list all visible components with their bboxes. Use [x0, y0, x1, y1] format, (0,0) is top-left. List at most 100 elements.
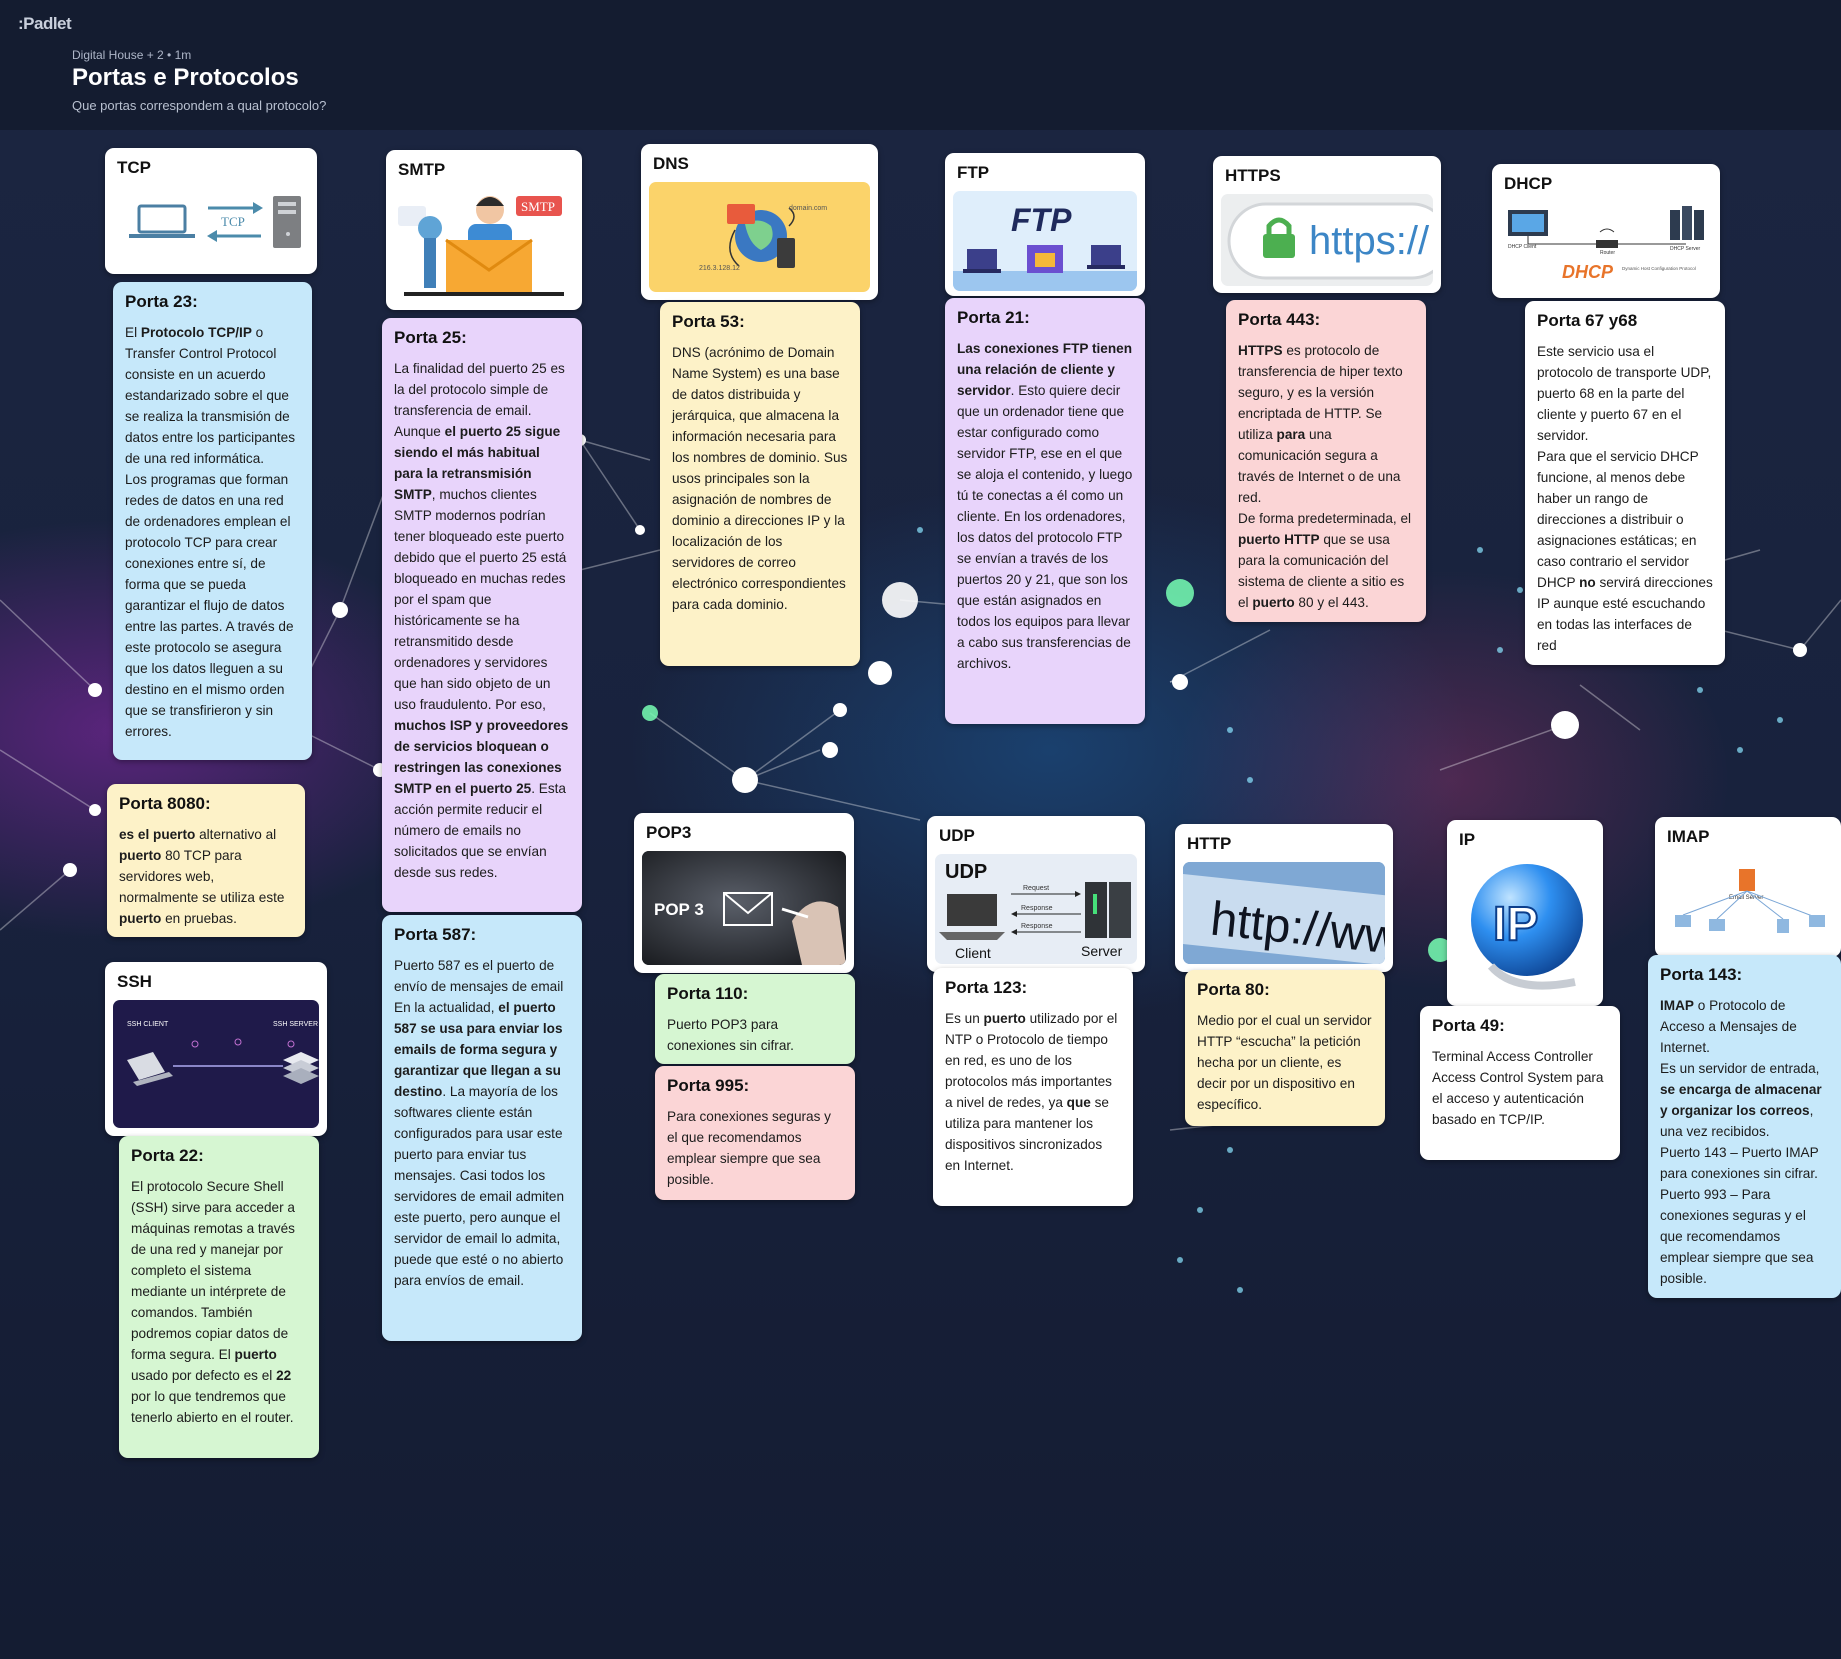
post-porta-23[interactable]: Porta 23: El Protocolo TCP/IP o Transfer…: [113, 282, 312, 760]
text: o Transfer Control Protocol consiste en …: [125, 325, 296, 466]
post-title: HTTP: [1187, 834, 1232, 853]
ftp-image: FTP: [953, 191, 1137, 291]
dhcp-image-sublabel: Dynamic Host Configuration Protocol: [1622, 266, 1696, 271]
text: Para que el servicio DHCP funcione, al m…: [1537, 449, 1699, 590]
text: alternativo al: [195, 827, 277, 842]
text: Puerto 993 – Para conexiones seguras y e…: [1660, 1187, 1814, 1286]
post-title: Porta 587:: [394, 925, 477, 944]
text-bold: puerto: [983, 1011, 1026, 1026]
board-meta: Digital House + 2 • 1m: [72, 48, 192, 62]
text: es protocolo de transferencia de hiper t…: [1238, 343, 1403, 442]
post-dns[interactable]: DNS domain.com 216.3.128.12: [641, 144, 878, 300]
http-image: http://www: [1183, 862, 1385, 964]
post-imap[interactable]: IMAP Email Server: [1655, 817, 1841, 957]
text: por lo que tendremos que tenerlo abierto…: [131, 1389, 294, 1425]
post-body: Medio por el cual un servidor HTTP “escu…: [1197, 1010, 1373, 1115]
text: Para conexiones seguras y el que recomen…: [667, 1109, 831, 1187]
post-body: El protocolo Secure Shell (SSH) sirve pa…: [131, 1176, 307, 1428]
dhcp-server-label: DHCP Server: [1670, 246, 1701, 252]
post-udp[interactable]: UDP UDP Request Response Response Client…: [927, 816, 1145, 972]
dhcp-client-label: DHCP Client: [1508, 244, 1537, 250]
udp-server-label: Server: [1081, 943, 1123, 959]
text-bold: es el puerto: [119, 827, 196, 842]
post-pop3[interactable]: POP3 POP 3: [634, 813, 854, 973]
post-smtp[interactable]: SMTP SMTP: [386, 150, 582, 310]
text-bold: puerto: [1252, 595, 1295, 610]
dns-image: domain.com 216.3.128.12: [649, 182, 870, 292]
udp-response-label-1: Response: [1021, 905, 1053, 912]
dhcp-image-label: DHCP: [1562, 262, 1614, 282]
text: El protocolo Secure Shell (SSH) sirve pa…: [131, 1179, 295, 1362]
post-porta-53[interactable]: Porta 53: DNS (acrónimo de Domain Name S…: [660, 302, 860, 666]
post-tcp[interactable]: TCP TCP: [105, 148, 317, 274]
post-dhcp[interactable]: DHCP DHCP Client DHCP Server Router DHCP…: [1492, 164, 1720, 298]
board-header: :Padlet Digital House + 2 • 1m Portas e …: [0, 0, 1841, 130]
dns-image-domain: domain.com: [789, 205, 827, 212]
post-title: SMTP: [398, 160, 446, 179]
tcp-image: TCP: [113, 186, 309, 260]
dns-image-ip: 216.3.128.12: [699, 265, 740, 272]
padlet-logo[interactable]: :Padlet: [18, 14, 72, 33]
text: Los programas que forman redes de datos …: [125, 472, 294, 739]
text: Puerto 143 – Puerto IMAP para conexiones…: [1660, 1145, 1819, 1181]
ssh-client-label: SSH CLIENT: [127, 1021, 169, 1028]
post-porta-21[interactable]: Porta 21: Las conexiones FTP tienen una …: [945, 298, 1145, 724]
post-porta-123[interactable]: Porta 123: Es un puerto utilizado por el…: [933, 968, 1133, 1206]
post-ssh[interactable]: SSH SSH CLIENT SSH SERVER: [105, 962, 327, 1136]
post-ip[interactable]: IP IP: [1447, 820, 1603, 1006]
text-bold: puerto: [119, 848, 162, 863]
post-title: Porta 67 y68: [1537, 311, 1638, 330]
post-body: Puerto POP3 para conexiones sin cifrar.: [667, 1014, 843, 1056]
https-image: https://: [1221, 194, 1433, 286]
post-title: IMAP: [1667, 827, 1710, 846]
text-bold: muchos ISP y proveedores de servicios bl…: [394, 718, 569, 796]
post-porta-8080[interactable]: Porta 8080: es el puerto alternativo al …: [107, 784, 305, 937]
post-https[interactable]: HTTPS https://: [1213, 156, 1441, 293]
post-porta-49[interactable]: Porta 49: Terminal Access Controller Acc…: [1420, 1006, 1620, 1160]
post-body: IMAP o Protocolo de Acceso a Mensajes de…: [1660, 995, 1829, 1289]
text-bold: el puerto 587 se usa para enviar los ema…: [394, 1000, 563, 1099]
text-bold: Protocolo TCP/IP: [140, 325, 252, 340]
ssh-server-label: SSH SERVER: [273, 1021, 318, 1028]
text-bold: Las conexiones FTP tienen una relación d…: [957, 341, 1133, 398]
post-title: Porta 143:: [1660, 965, 1743, 984]
post-porta-25[interactable]: Porta 25: La finalidad del puerto 25 es …: [382, 318, 582, 912]
text: Es un servidor de entrada,: [1660, 1061, 1820, 1076]
post-porta-80[interactable]: Porta 80: Medio por el cual un servidor …: [1185, 970, 1385, 1126]
text-bold: IMAP: [1660, 998, 1694, 1013]
text: . Esta acción permite reducir el número …: [394, 781, 566, 880]
text-bold: no: [1579, 575, 1596, 590]
post-porta-67-68[interactable]: Porta 67 y68 Este servicio usa el protoc…: [1525, 301, 1725, 665]
post-porta-587[interactable]: Porta 587: Puerto 587 es el puerto de en…: [382, 915, 582, 1341]
post-title: Porta 123:: [945, 978, 1028, 997]
post-porta-110[interactable]: Porta 110: Puerto POP3 para conexiones s…: [655, 974, 855, 1064]
post-body: Este servicio usa el protocolo de transp…: [1537, 341, 1713, 656]
post-body: HTTPS es protocolo de transferencia de h…: [1238, 340, 1414, 613]
post-title: FTP: [957, 163, 990, 182]
post-title: Porta 110:: [667, 984, 749, 1003]
imap-image: Email Server: [1663, 855, 1833, 951]
text: una comunicación segura a través de Inte…: [1238, 427, 1401, 505]
post-porta-995[interactable]: Porta 995: Para conexiones seguras y el …: [655, 1066, 855, 1200]
post-porta-143[interactable]: Porta 143: IMAP o Protocolo de Acceso a …: [1648, 955, 1841, 1298]
post-http[interactable]: HTTP http://www: [1175, 824, 1393, 972]
ssh-image: SSH CLIENT SSH SERVER: [113, 1000, 319, 1128]
page-title: Portas e Protocolos: [72, 64, 299, 91]
text-bold: que: [1066, 1095, 1091, 1110]
text-bold: puerto: [234, 1347, 277, 1362]
text: DNS (acrónimo de Domain Name System) es …: [672, 345, 848, 612]
text: que se usa para la comunicación del sist…: [1238, 532, 1405, 610]
smtp-image-label: SMTP: [521, 199, 555, 214]
text-bold: el puerto 25 sigue siendo el más habitua…: [394, 424, 561, 502]
text: De forma predeterminada, el: [1238, 511, 1412, 526]
pop3-image: POP 3: [642, 851, 846, 965]
text: 80 TCP para servidores web, normalmente …: [119, 848, 285, 905]
post-title: DHCP: [1504, 174, 1553, 193]
ftp-image-label: FTP: [1011, 202, 1072, 238]
post-body: La finalidad del puerto 25 es la del pro…: [394, 358, 570, 883]
pop3-image-label: POP 3: [654, 900, 704, 919]
text: Es un: [945, 1011, 984, 1026]
post-porta-443[interactable]: Porta 443: HTTPS es protocolo de transfe…: [1226, 300, 1426, 622]
post-ftp[interactable]: FTP FTP: [945, 153, 1145, 296]
post-porta-22[interactable]: Porta 22: El protocolo Secure Shell (SSH…: [119, 1136, 319, 1458]
